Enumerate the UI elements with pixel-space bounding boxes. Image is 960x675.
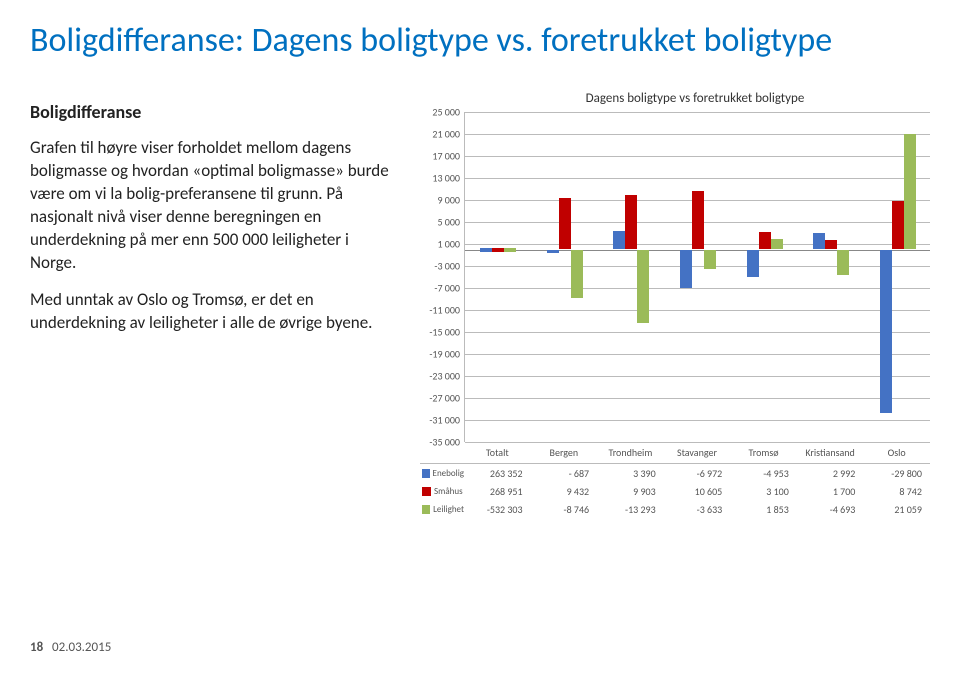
y-tick: -27 000 [420, 392, 460, 405]
paragraph-2: Med unntak av Oslo og Tromsø, er det en … [30, 289, 390, 335]
table-cell: -8 746 [531, 503, 598, 516]
bar [637, 250, 649, 323]
y-tick: 5 000 [420, 216, 460, 229]
footer: 18 02.03.2015 [30, 640, 111, 655]
y-tick: -15 000 [420, 326, 460, 339]
gridline [465, 112, 930, 113]
bar [747, 250, 759, 277]
table-cell: 21 059 [863, 503, 930, 516]
table-cell: -4 693 [797, 503, 864, 516]
gridline [465, 398, 930, 399]
gridline [465, 354, 930, 355]
table-cell: -29 800 [863, 467, 930, 480]
table-cell: 10 605 [664, 485, 731, 498]
y-axis: 25 00021 00017 00013 0009 0005 0001 000-… [420, 112, 464, 442]
page-number: 18 [30, 640, 43, 655]
bar [813, 233, 825, 249]
x-label: Trondheim [597, 446, 664, 459]
y-tick: -23 000 [420, 370, 460, 383]
paragraph-1: Grafen til høyre viser forholdet mellom … [30, 137, 390, 275]
bar [613, 231, 625, 250]
gridline [465, 178, 930, 179]
bar [704, 250, 716, 270]
x-label: Bergen [531, 446, 598, 459]
gridline [465, 310, 930, 311]
y-tick: 1 000 [420, 238, 460, 251]
bar [825, 240, 837, 249]
table-cell: 9 903 [597, 485, 664, 498]
footer-date: 02.03.2015 [52, 640, 111, 655]
x-label: Oslo [863, 446, 930, 459]
bar [880, 250, 892, 414]
y-tick: 13 000 [420, 172, 460, 185]
table-cell: -4 953 [730, 467, 797, 480]
gridline [465, 156, 930, 157]
bar [837, 250, 849, 276]
chart-area: 25 00021 00017 00013 0009 0005 0001 000-… [420, 112, 930, 442]
y-tick: 9 000 [420, 194, 460, 207]
bar [692, 191, 704, 249]
table-cell: -13 293 [597, 503, 664, 516]
y-tick: -11 000 [420, 304, 460, 317]
table-cell: 3 100 [730, 485, 797, 498]
table-cell: 268 951 [464, 485, 531, 498]
gridline [465, 288, 930, 289]
plot-area [464, 112, 930, 442]
x-label: Kristiansand [797, 446, 864, 459]
bar [625, 195, 637, 249]
table-cell: - 687 [531, 467, 598, 480]
gridline [465, 420, 930, 421]
chart-title: Dagens boligtype vs foretrukket boligtyp… [460, 91, 930, 106]
table-cell: 3 390 [597, 467, 664, 480]
subtitle: Boligdifferanse [30, 101, 390, 123]
chart-column: Dagens boligtype vs foretrukket boligtyp… [420, 91, 930, 518]
gridline [465, 134, 930, 135]
gridline [465, 332, 930, 333]
table-row: Leilighet-532 303-8 746-13 293-3 6331 85… [420, 500, 930, 518]
content: Boligdifferanse Grafen til høyre viser f… [30, 91, 930, 518]
bar [904, 134, 916, 250]
bar [771, 239, 783, 249]
y-tick: -19 000 [420, 348, 460, 361]
y-tick: -35 000 [420, 436, 460, 449]
bar [547, 250, 559, 254]
table-cell: -6 972 [664, 467, 731, 480]
table-cell: 9 432 [531, 485, 598, 498]
gridline [465, 442, 930, 443]
y-tick: -7 000 [420, 282, 460, 295]
bar [680, 250, 692, 288]
y-tick: -3 000 [420, 260, 460, 273]
x-label: Tromsø [730, 446, 797, 459]
table-cell: 263 352 [464, 467, 531, 480]
y-tick: -31 000 [420, 414, 460, 427]
bar [559, 198, 571, 250]
table-row: Enebolig263 352- 6873 390-6 972-4 9532 9… [420, 464, 930, 482]
table-cell: 1 700 [797, 485, 864, 498]
table-cell: -3 633 [664, 503, 731, 516]
y-tick: 25 000 [420, 106, 460, 119]
gridline [465, 376, 930, 377]
bar [892, 201, 904, 249]
table-row: Småhus268 9519 4329 90310 6053 1001 7008… [420, 482, 930, 500]
table-cell: 1 853 [730, 503, 797, 516]
data-table: Enebolig263 352- 6873 390-6 972-4 9532 9… [420, 463, 930, 518]
x-label: Totalt [464, 446, 531, 459]
gridline [465, 266, 930, 267]
x-labels: TotaltBergenTrondheimStavangerTromsøKris… [464, 446, 930, 459]
table-cell: 8 742 [863, 485, 930, 498]
text-column: Boligdifferanse Grafen til høyre viser f… [30, 91, 390, 518]
table-cell: 2 992 [797, 467, 864, 480]
page-title: Boligdifferanse: Dagens boligtype vs. fo… [30, 20, 930, 61]
y-tick: 17 000 [420, 150, 460, 163]
table-cell: -532 303 [464, 503, 531, 516]
x-label: Stavanger [664, 446, 731, 459]
bar [571, 250, 583, 298]
bar [759, 232, 771, 249]
y-tick: 21 000 [420, 128, 460, 141]
